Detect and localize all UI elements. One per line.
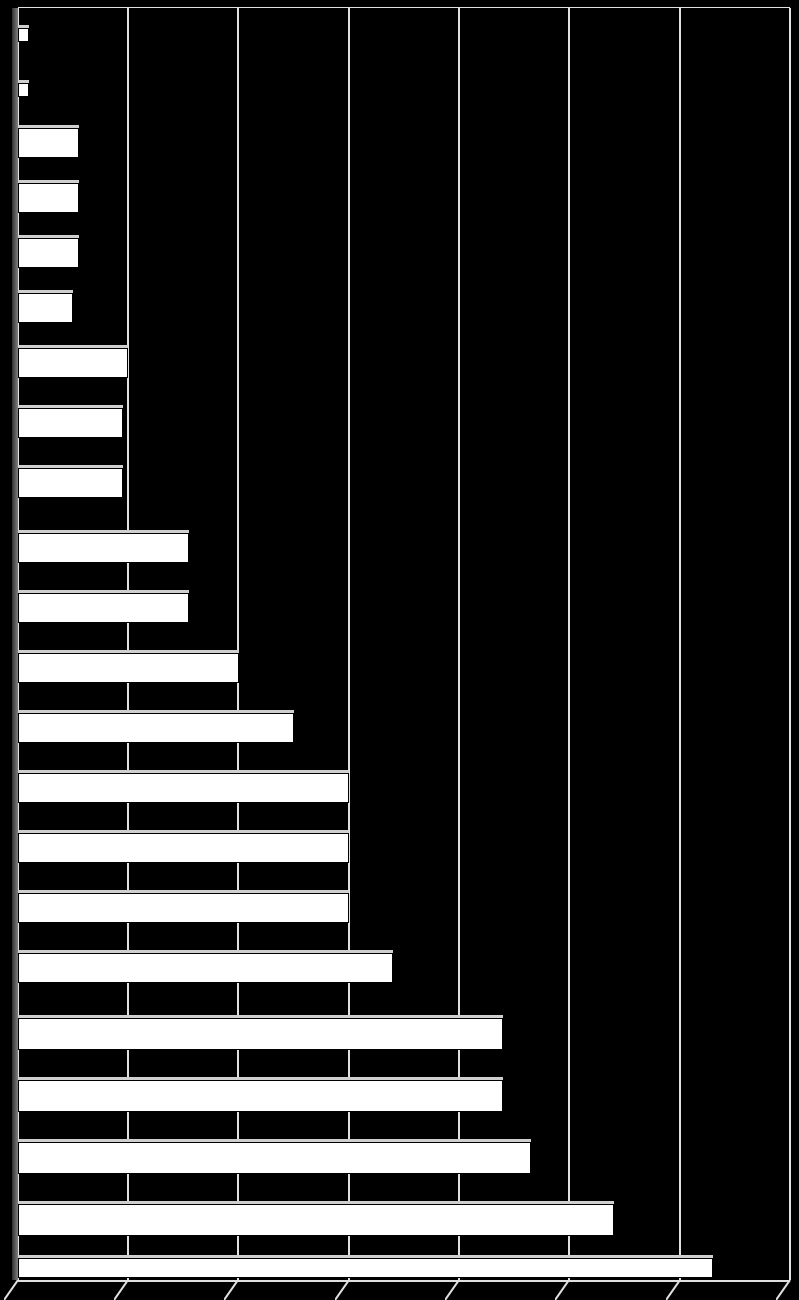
bar [18,28,29,42]
bar [18,953,393,983]
bar [18,593,189,623]
bar [18,533,189,563]
bar [18,833,349,863]
tick-slant [335,1280,351,1300]
bar-chart [0,0,799,1300]
bar [18,348,128,378]
tick-slant [555,1280,571,1300]
bar [18,293,73,323]
tick-slant [776,1280,792,1300]
tick-slant [114,1280,130,1300]
bar [18,1204,614,1236]
top-border [18,7,790,8]
tick-slant [445,1280,461,1300]
gridline [568,8,570,1280]
bar [18,773,349,803]
bar [18,238,79,268]
bar [18,713,294,743]
bar [18,128,79,158]
tick-slant [4,1280,20,1300]
bar [18,408,123,438]
tick-slant [666,1280,682,1300]
bar [18,1080,503,1112]
bar [18,1018,503,1050]
bar [18,1142,531,1174]
bar [18,1258,713,1278]
bar [18,183,79,213]
gridline [789,8,791,1280]
bar [18,468,123,498]
bar [18,893,349,923]
plot-area [0,0,799,1300]
bar [18,653,239,683]
gridline [679,8,681,1280]
tick-slant [224,1280,240,1300]
bar [18,83,29,97]
